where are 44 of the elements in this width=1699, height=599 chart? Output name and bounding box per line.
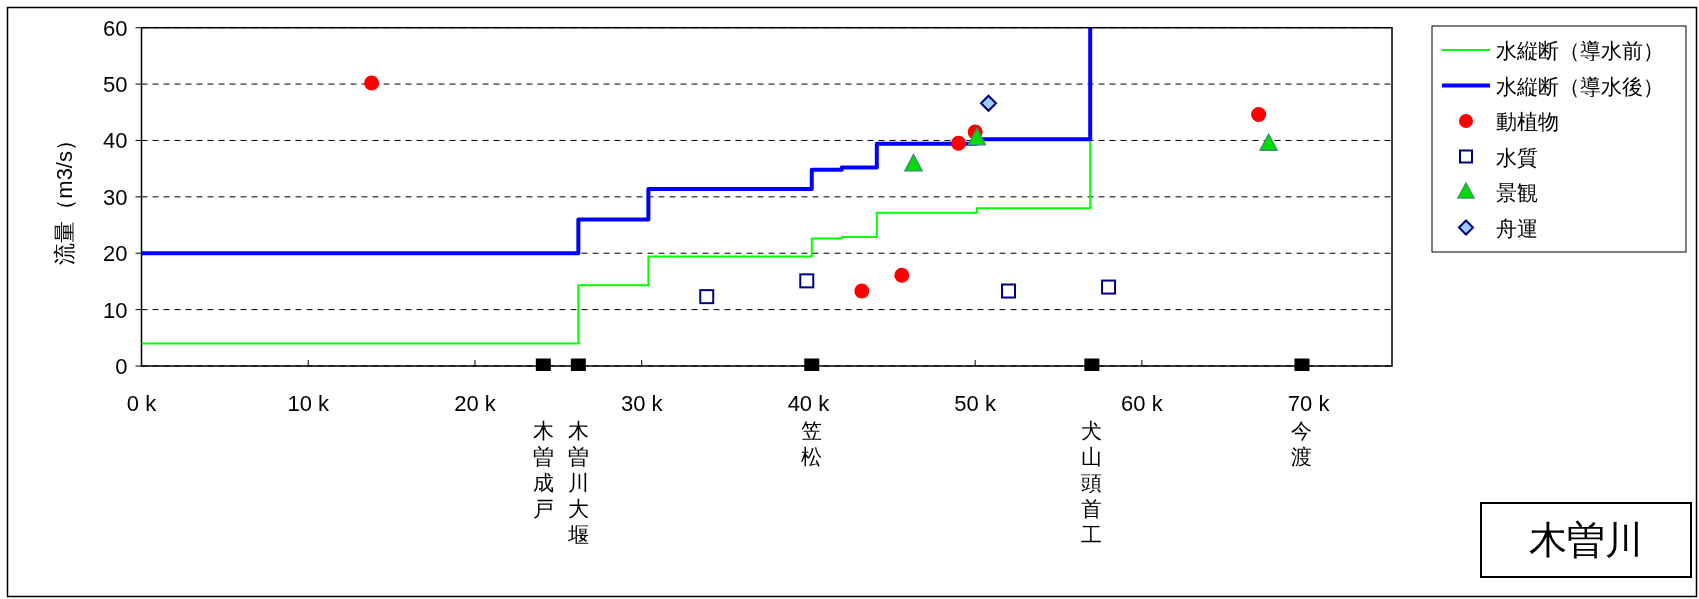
annotation: 今渡 [1291, 419, 1313, 468]
x-tick-label: 70 k [1287, 391, 1331, 416]
annotation: 木曽川大堰 [566, 419, 589, 546]
y-axis-title: 流量（m3/s） [52, 129, 77, 265]
x-tick-label: 60 k [1121, 391, 1164, 416]
y-tick-label: 50 [103, 72, 128, 98]
legend-label: 水質 [1496, 145, 1538, 169]
point [894, 267, 910, 283]
annotation: 犬山頭首工 [1081, 419, 1103, 546]
x-tick-label: 10 k [287, 391, 331, 416]
point [570, 358, 586, 371]
y-tick-label: 20 [103, 241, 128, 267]
annotation: 笠松 [801, 419, 823, 468]
legend-label: 動植物 [1496, 110, 1559, 133]
point [1294, 358, 1310, 371]
point [967, 127, 987, 146]
point [1101, 279, 1117, 295]
point [1259, 133, 1278, 152]
point [699, 289, 715, 305]
y-tick-label: 40 [103, 128, 128, 154]
y-tick-label: 60 [103, 15, 128, 41]
x-tick-label: 20 k [454, 391, 497, 416]
point [799, 273, 815, 289]
point [804, 358, 820, 371]
point [950, 135, 966, 151]
point [364, 75, 380, 91]
x-tick-label: 40 k [787, 391, 831, 416]
point [1001, 283, 1017, 299]
annotation: 木曽成戸 [532, 419, 554, 520]
point [1251, 107, 1267, 123]
legend-label: 景観 [1496, 181, 1538, 204]
point [904, 153, 923, 172]
point [1084, 358, 1100, 371]
point [854, 283, 870, 299]
legend-label: 水縦断（導水前） [1496, 39, 1664, 62]
x-tick-label: 0 k [126, 391, 158, 416]
x-tick-label: 50 k [954, 391, 997, 416]
y-tick-label: 0 [115, 354, 128, 379]
point [535, 358, 551, 371]
y-tick-label: 10 [103, 297, 128, 323]
x-tick-label: 30 k [620, 391, 664, 416]
y-tick-label: 30 [103, 184, 128, 210]
legend-label: 水縦断（導水後） [1496, 74, 1664, 98]
legend-label: 舟運 [1496, 216, 1538, 240]
